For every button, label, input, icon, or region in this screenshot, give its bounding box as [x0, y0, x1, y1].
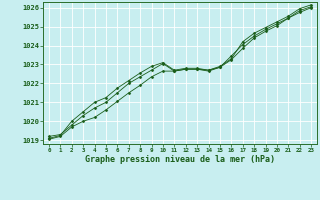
- X-axis label: Graphe pression niveau de la mer (hPa): Graphe pression niveau de la mer (hPa): [85, 155, 275, 164]
